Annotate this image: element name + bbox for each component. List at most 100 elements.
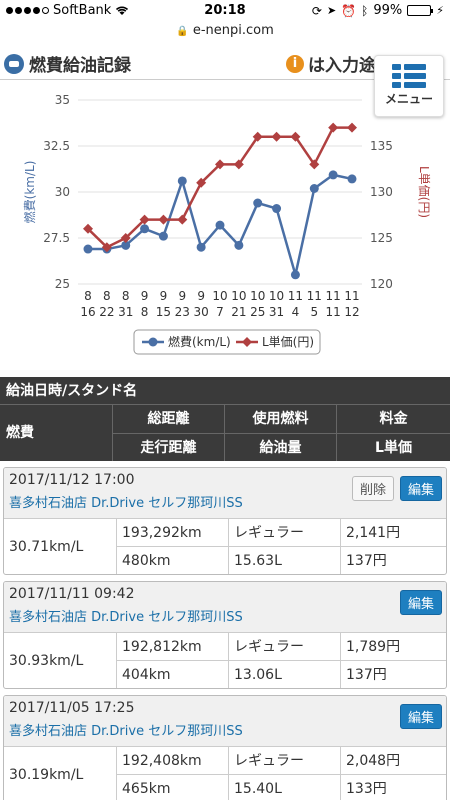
bluetooth-icon: ᛒ [361,3,369,18]
record-card[interactable]: 2017/11/12 17:00 喜多村石油店 Dr.Drive セルフ那珂川S… [3,467,447,575]
table-header: 給油日時/スタンド名 燃費 総距離 使用燃料 料金 走行距離 給油量 L単価 [0,377,450,461]
clock: 20:18 [204,3,246,18]
record-fuel: レギュラー [228,746,340,774]
x-tick-label-day: 5 [310,305,318,319]
x-tick-label-day: 16 [80,305,95,319]
charging-icon: ⚡ [436,4,444,17]
record-card[interactable]: 2017/11/05 17:25 喜多村石油店 Dr.Drive セルフ那珂川S… [3,695,447,800]
record-price: 2,048円 [340,746,446,774]
notice-text: は入力途 [308,56,376,76]
x-tick-label-day: 8 [141,305,149,319]
url-text: e-nenpi.com [192,23,274,38]
delete-button[interactable]: 削除 [351,476,394,501]
page-title: 燃費給油記録 [4,51,131,76]
header-datetime-station: 給油日時/スタンド名 [0,377,450,405]
x-tick-label-day: 22 [99,305,114,319]
legend-marker-fuel-eff [148,337,158,347]
data-point-unit-price [290,131,301,142]
record-station-link[interactable]: 喜多村石油店 Dr.Drive セルフ那珂川SS [9,610,243,625]
right-tick-label: 125 [370,231,393,245]
legend-label-unit-price: L単価(円) [262,335,314,349]
x-tick-label-day: 31 [118,305,133,319]
record-total: 192,408km [116,746,228,774]
menu-icon [392,64,426,88]
data-point-fuel-eff [234,240,244,250]
x-tick-label-month: 10 [269,289,284,303]
header-fuel-eff: 燃費 [6,425,34,441]
x-tick-label-month: 9 [197,289,205,303]
header-total-distance: 総距離 [112,405,224,433]
x-tick-label-month: 11 [326,289,341,303]
battery-percent: 99% [373,3,403,18]
data-point-fuel-eff [309,184,319,194]
edit-button[interactable]: 編集 [399,590,442,615]
data-point-unit-price [328,122,339,133]
record-datetime: 2017/11/11 09:42 [9,586,135,602]
x-tick-label-day: 7 [216,305,224,319]
alarm-icon: ⏰ [341,3,357,18]
wifi-icon [116,6,129,15]
legend-label-fuel-eff: 燃費(km/L) [168,334,231,349]
data-point-fuel-eff [196,242,206,252]
x-tick-label-day: 30 [194,305,209,319]
record-fuel-eff: 30.71km/L [4,518,116,555]
record-fuel-eff: 30.93km/L [4,632,116,669]
record-card[interactable]: 2017/11/11 09:42 喜多村石油店 Dr.Drive セルフ那珂川S… [3,581,447,689]
data-point-fuel-eff [177,176,187,186]
battery-icon [407,5,434,16]
record-run: 480km [116,546,228,574]
x-tick-label-month: 11 [344,289,359,303]
data-point-fuel-eff [158,231,168,241]
data-point-fuel-eff [121,240,131,250]
record-unit: 137円 [340,546,446,574]
menu-label: メニュー [384,92,433,106]
legend-marker-unit-price [242,337,252,347]
data-point-unit-price [233,159,244,170]
record-total: 193,292km [116,518,228,546]
data-point-unit-price [252,131,263,142]
status-right: ⟳ ➤ ⏰ ᛒ 99% ⚡ [312,3,444,18]
x-tick-label-day: 11 [326,305,341,319]
right-axis-title: L単価(円) [417,166,431,218]
data-point-fuel-eff [83,244,93,254]
data-point-unit-price [347,122,357,133]
menu-button[interactable]: メニュー [374,55,444,117]
data-point-unit-price [271,131,282,142]
x-tick-label-month: 10 [212,289,227,303]
rotation-lock-icon: ⟳ [311,3,322,18]
x-tick-label-day: 12 [344,305,359,319]
x-tick-label-day: 21 [231,305,246,319]
x-tick-label-month: 9 [178,289,186,303]
left-tick-label: 30 [55,185,70,199]
data-point-fuel-eff [347,174,357,184]
x-tick-label-day: 31 [269,305,284,319]
x-tick-label-month: 9 [160,289,168,303]
data-point-unit-price [158,214,169,225]
data-point-unit-price [139,214,150,225]
edit-button[interactable]: 編集 [399,476,442,501]
input-notice[interactable]: i は入力途 [286,51,376,76]
x-tick-label-day: 4 [292,305,300,319]
record-amount: 13.06L [228,660,340,688]
edit-button[interactable]: 編集 [399,704,442,729]
left-tick-label: 32.5 [43,139,70,153]
data-point-fuel-eff [328,170,338,180]
x-tick-label-month: 9 [141,289,149,303]
record-price: 2,141円 [340,518,446,546]
record-unit: 133円 [340,774,446,800]
x-tick-label-month: 10 [231,289,246,303]
record-datetime: 2017/11/05 17:25 [9,700,135,716]
x-tick-label-month: 8 [84,289,92,303]
car-icon [4,53,24,74]
record-station-link[interactable]: 喜多村石油店 Dr.Drive セルフ那珂川SS [9,496,243,511]
x-tick-label-month: 8 [103,289,111,303]
url-bar[interactable]: 🔒 e-nenpi.com [0,23,450,43]
data-point-fuel-eff [272,204,282,214]
carrier-label: SoftBank [53,3,112,18]
header-unit-price: L単価 [336,433,450,461]
x-tick-label-day: 25 [250,305,265,319]
record-station-link[interactable]: 喜多村石油店 Dr.Drive セルフ那珂川SS [9,724,243,739]
header-price: 料金 [336,405,450,433]
record-price: 1,789円 [340,632,446,660]
